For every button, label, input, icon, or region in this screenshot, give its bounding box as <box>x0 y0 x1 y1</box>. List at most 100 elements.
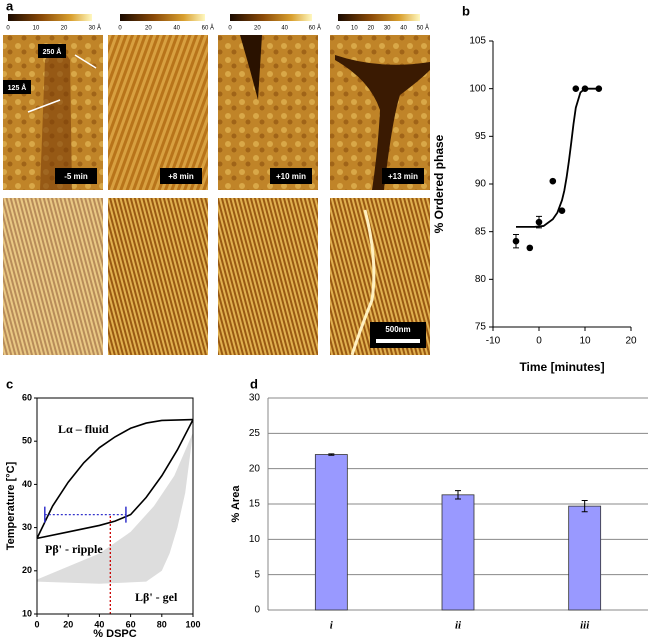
error-bar <box>455 490 461 500</box>
colorbar-tick-label: 20 <box>61 26 68 32</box>
x-axis-title: % DSPC <box>93 628 136 640</box>
y-tick-label: 20 <box>22 565 32 575</box>
data-point <box>549 177 557 185</box>
y-tick-label: 0 <box>254 605 260 616</box>
panel-label: c <box>6 376 13 391</box>
panel-a-images <box>3 35 430 356</box>
bar <box>568 505 602 611</box>
time-label: +8 min <box>168 172 194 181</box>
y-tick-label: 40 <box>22 479 32 489</box>
x-tick-label: 40 <box>94 619 104 629</box>
gel-ripple-region <box>37 432 193 584</box>
colorbar-unit: Å <box>317 25 321 32</box>
y-tick-label: 30 <box>249 393 261 404</box>
bar <box>441 494 475 611</box>
x-tick-label: 20 <box>63 619 73 629</box>
y-tick-label: 80 <box>475 274 487 285</box>
y-tick-label: 10 <box>22 608 32 618</box>
colorbar <box>8 14 92 21</box>
afm-image <box>3 198 103 355</box>
annotation-box <box>3 80 31 94</box>
panel-label: a <box>6 0 14 13</box>
y-tick-label: 60 <box>22 392 32 402</box>
panel-label: b <box>462 3 470 18</box>
phase-boundary <box>36 418 194 539</box>
y-tick-label: 90 <box>475 179 487 190</box>
phase-boundary <box>36 419 194 540</box>
x-tick-label: -10 <box>486 336 501 347</box>
x-tick-label: 10 <box>579 336 591 347</box>
y-tick-label: 85 <box>475 226 487 237</box>
x-tick-label: 0 <box>536 336 542 347</box>
afm-image <box>108 35 208 190</box>
x-tick-label: 100 <box>185 619 200 629</box>
data-point <box>526 244 534 252</box>
colorbar-tick-label: 30 <box>384 26 391 32</box>
y-tick-label: 25 <box>249 428 261 439</box>
annotation: 250 Å <box>43 47 62 56</box>
x-tick-label: ii <box>455 620 462 632</box>
bar <box>314 454 348 611</box>
error-bar <box>581 499 588 513</box>
time-label-box <box>270 168 312 184</box>
time-label: -5 min <box>64 172 88 181</box>
y-tick-label: 20 <box>249 463 261 474</box>
colorbar-tick-label: 0 <box>336 26 340 32</box>
afm-feature <box>335 55 430 190</box>
afm-feature <box>40 50 72 190</box>
x-tick-label: 60 <box>126 619 136 629</box>
colorbar-unit: Å <box>210 25 214 32</box>
colorbar <box>230 14 312 21</box>
x-axis-title: Time [minutes] <box>519 360 604 374</box>
colorbar-unit: Å <box>97 25 101 32</box>
data-point <box>535 218 543 226</box>
time-label-box <box>160 168 202 184</box>
colorbar-tick-label: 40 <box>173 26 180 32</box>
plot-frame <box>36 397 194 615</box>
x-tick-label: iii <box>580 620 590 632</box>
colorbar-tick-label: 0 <box>6 26 10 32</box>
y-tick-label: 95 <box>475 131 487 142</box>
x-tick-label: 0 <box>34 619 39 629</box>
y-tick-label: 105 <box>469 36 486 47</box>
y-axis-title: % Ordered phase <box>432 134 446 233</box>
y-axis-title: % Area <box>230 485 242 523</box>
colorbar-tick-label: 30 <box>89 26 96 32</box>
colorbar-tick-label: 60 <box>202 26 209 32</box>
afm-image <box>108 198 208 355</box>
phase-label: Lα – fluid <box>58 422 109 436</box>
colorbar-tick-label: 20 <box>145 26 152 32</box>
arrow <box>27 99 61 113</box>
y-tick-label: 5 <box>254 569 260 580</box>
annotation-box <box>38 44 66 58</box>
colorbar-tick-label: 10 <box>33 26 40 32</box>
afm-feature <box>350 209 376 356</box>
time-label-box <box>55 168 97 184</box>
error-bar <box>328 453 335 456</box>
y-tick-label: 75 <box>475 322 487 333</box>
colorbar-unit: Å <box>425 25 429 32</box>
colorbar-tick-label: 0 <box>118 26 122 32</box>
time-label-box <box>382 168 424 184</box>
y-tick-label: 100 <box>469 83 486 94</box>
annotation: 125 Å <box>8 83 27 92</box>
scale-bar <box>376 339 420 343</box>
x-tick-label: 80 <box>157 619 167 629</box>
afm-feature <box>240 35 262 100</box>
time-label: +13 min <box>388 172 418 181</box>
scale-bar-label: 500nm <box>385 325 410 334</box>
y-axis-title: Temperature [°C] <box>5 461 17 550</box>
x-tick-label: 20 <box>625 336 637 347</box>
data-point <box>595 85 603 92</box>
data-point <box>512 237 520 245</box>
colorbar-tick-label: 10 <box>351 26 358 32</box>
colorbar-tick-label: 0 <box>228 26 232 32</box>
arrow <box>74 54 97 69</box>
phase-label: Lβ' - gel <box>135 590 178 604</box>
y-tick-label: 10 <box>249 534 261 545</box>
y-tick-label: 30 <box>22 522 32 532</box>
time-label: +10 min <box>276 172 306 181</box>
colorbar <box>338 14 420 21</box>
panel-label: d <box>250 376 258 391</box>
